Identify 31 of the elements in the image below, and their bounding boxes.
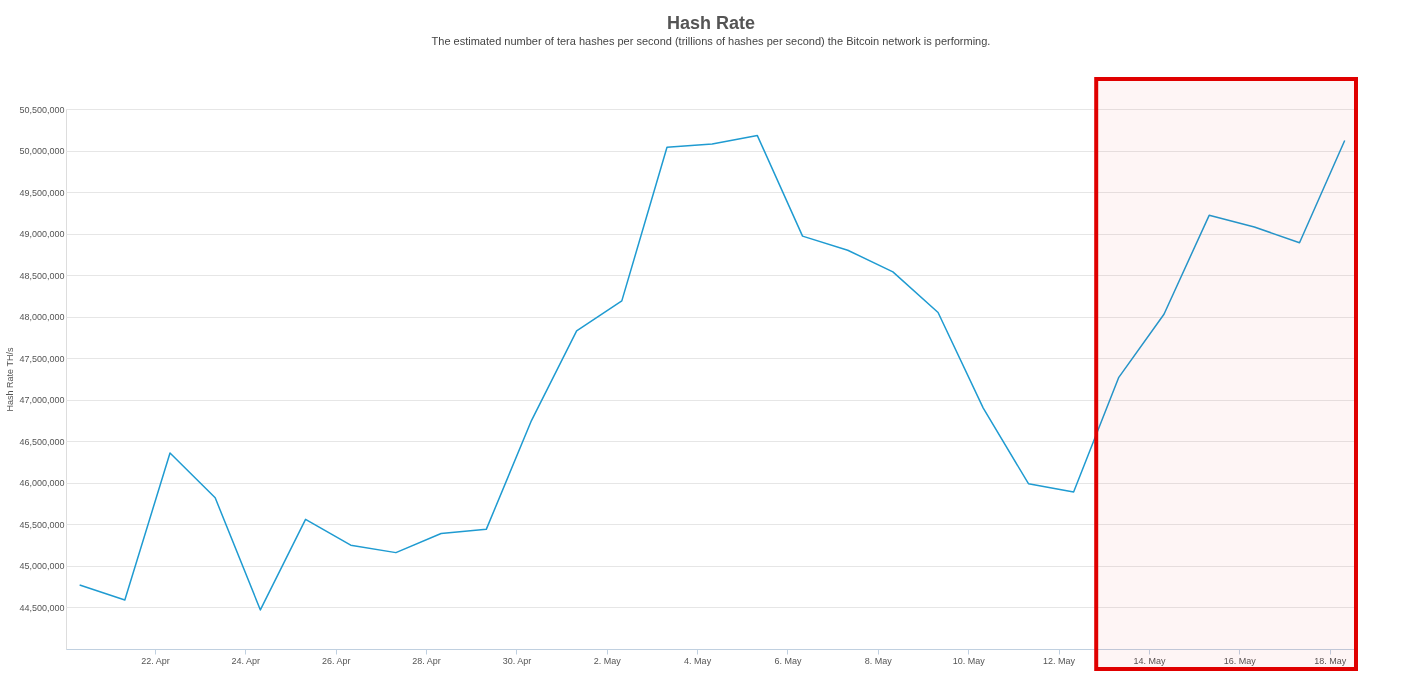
y-tick-label: 45,500,000 — [19, 519, 65, 530]
x-tick-label: 10. May — [952, 655, 986, 666]
x-tick-label: 8. May — [864, 655, 893, 666]
x-tick-label: 26. Apr — [321, 655, 351, 666]
y-axis-title: Hash Rate TH/s — [5, 347, 16, 412]
y-tick-label: 46,500,000 — [19, 436, 65, 447]
x-tick-label: 28. Apr — [412, 655, 441, 666]
y-tick-label: 49,000,000 — [19, 229, 65, 240]
line-series — [78, 134, 1346, 611]
x-tick-label: 18. May — [1314, 655, 1347, 666]
y-tick-label: 48,500,000 — [19, 270, 65, 281]
x-tick-label: 4. May — [684, 655, 712, 666]
x-tick-label: 12. May — [1043, 655, 1076, 666]
y-tick-label: 47,500,000 — [19, 353, 65, 364]
x-tick-label: 30. Apr — [502, 655, 532, 666]
chart-title: Hash Rate — [666, 13, 756, 33]
x-tick-label: 24. Apr — [231, 655, 261, 666]
y-tick-label: 49,500,000 — [19, 187, 65, 198]
x-tick-label: 16. May — [1223, 655, 1257, 666]
x-tick-label: 2. May — [593, 655, 622, 666]
x-tick-label: 6. May — [774, 655, 802, 666]
x-tick-label: 22. Apr — [141, 655, 170, 666]
x-tick-label: 14. May — [1133, 655, 1166, 666]
y-tick-label: 45,000,000 — [19, 561, 65, 572]
chart-subtitle: The estimated number of tera hashes per second (trillions of hashes per second) the Bitcoin network is performing. — [431, 35, 991, 47]
y-tick-label: 46,000,000 — [19, 478, 65, 489]
y-tick-label: 50,000,000 — [19, 146, 65, 157]
y-tick-label: 47,000,000 — [19, 395, 65, 406]
y-tick-label: 50,500,000 — [19, 104, 65, 115]
y-tick-label: 44,500,000 — [19, 602, 65, 613]
y-tick-label: 48,000,000 — [19, 312, 65, 323]
